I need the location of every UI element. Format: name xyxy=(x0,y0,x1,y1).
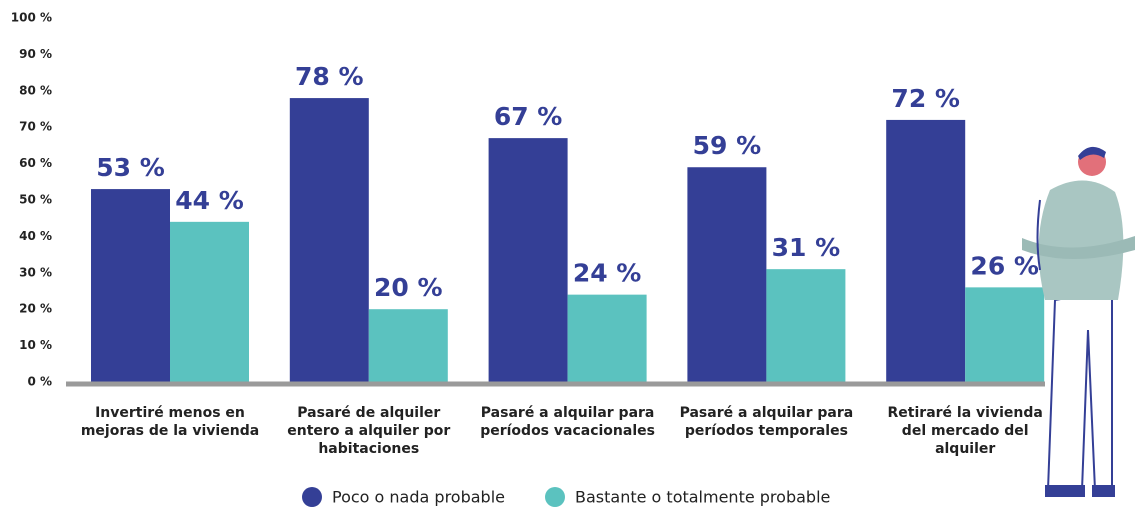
y-tick-label: 10 % xyxy=(19,338,52,352)
bar xyxy=(965,287,1045,382)
legend-swatch xyxy=(545,487,565,507)
legend-label: Poco o nada probable xyxy=(332,488,505,507)
bar xyxy=(170,221,249,382)
x-tick-label: Pasaré a alquilar para períodos temporal… xyxy=(679,405,854,439)
bar xyxy=(567,294,647,382)
y-tick-label: 50 % xyxy=(19,193,52,207)
y-tick-label: 40 % xyxy=(19,229,52,243)
x-tick-label: Retiraré la vivienda del mercado del alq… xyxy=(887,405,1043,457)
value-label: 24 % xyxy=(573,259,642,288)
value-label: 20 % xyxy=(374,273,443,302)
y-tick-label: 0 % xyxy=(27,375,52,389)
y-tick-label: 100 % xyxy=(11,11,52,25)
bar xyxy=(687,167,767,382)
y-tick-label: 80 % xyxy=(19,83,52,97)
value-label: 67 % xyxy=(494,102,563,131)
legend-swatch xyxy=(302,487,322,507)
bar xyxy=(368,309,448,382)
bar xyxy=(488,138,568,382)
value-label: 44 % xyxy=(175,186,244,215)
y-tick-label: 60 % xyxy=(19,156,52,170)
bar xyxy=(766,269,846,382)
x-tick-label: Invertiré menos en mejoras de la viviend… xyxy=(80,405,260,439)
value-label: 31 % xyxy=(772,233,841,262)
value-label: 53 % xyxy=(96,153,165,182)
bar xyxy=(886,119,966,383)
x-tick-label: Pasaré de alquiler entero a alquiler por… xyxy=(287,405,451,457)
bar xyxy=(91,189,170,382)
value-label: 78 % xyxy=(295,62,364,91)
y-tick-label: 30 % xyxy=(19,265,52,279)
value-label: 72 % xyxy=(891,84,960,113)
bar xyxy=(289,98,369,382)
value-label: 59 % xyxy=(693,131,762,160)
x-tick-label: Pasaré a alquilar para períodos vacacion… xyxy=(480,405,655,439)
person-illustration xyxy=(1022,146,1135,497)
value-label: 26 % xyxy=(970,251,1039,280)
y-tick-label: 90 % xyxy=(19,47,52,61)
y-tick-label: 70 % xyxy=(19,120,52,134)
y-tick-label: 20 % xyxy=(19,302,52,316)
legend-label: Bastante o totalmente probable xyxy=(575,488,830,507)
